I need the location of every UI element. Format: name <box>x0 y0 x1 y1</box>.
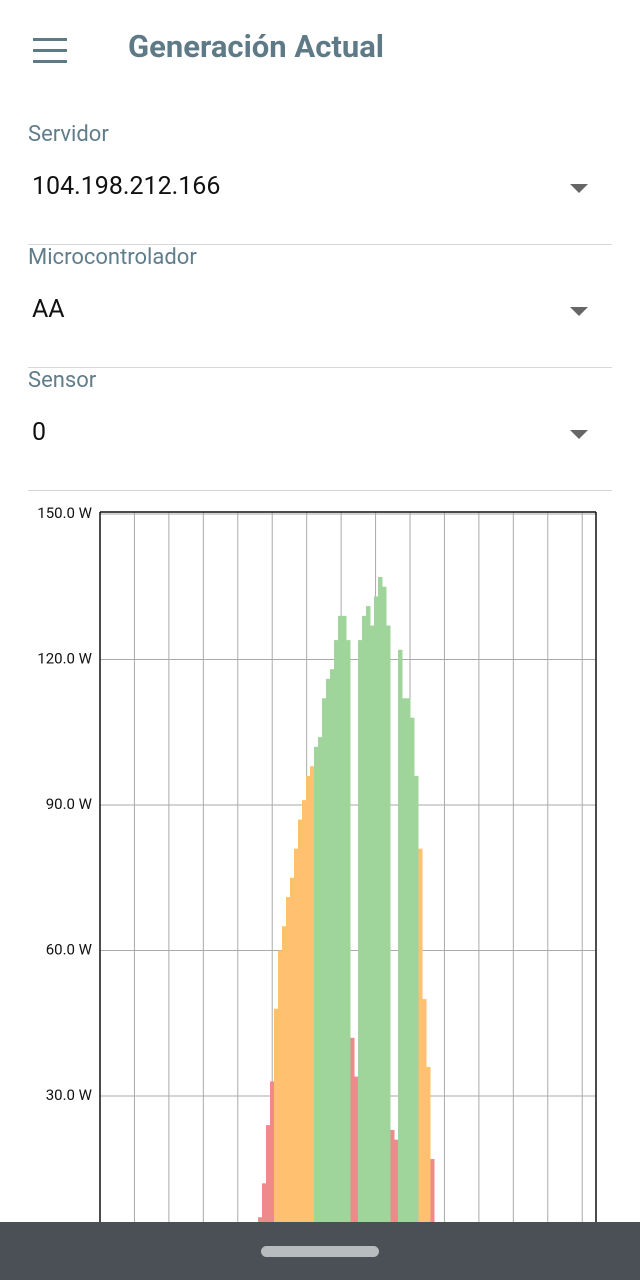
bar <box>354 1076 359 1222</box>
bar <box>274 1008 279 1222</box>
y-tick-label: 150.0 W <box>37 504 92 522</box>
bar <box>406 698 411 1222</box>
bar <box>326 678 331 1222</box>
sensor-dropdown[interactable]: Sensor 0 <box>28 368 612 491</box>
bar <box>430 1159 435 1222</box>
bar <box>278 950 283 1222</box>
bar <box>378 577 383 1222</box>
y-tick-label: 60.0 W <box>46 940 92 958</box>
navigation-bar <box>0 1222 640 1280</box>
bar <box>334 640 339 1222</box>
bar <box>290 877 295 1222</box>
dropdown-arrow <box>570 184 588 193</box>
bar <box>386 625 391 1222</box>
field-value: AA <box>32 295 65 324</box>
microcontroller-dropdown[interactable]: Microcontrolador AA <box>28 245 612 368</box>
bar <box>394 1139 399 1222</box>
bar <box>346 640 351 1222</box>
bar <box>398 649 403 1222</box>
bar <box>418 848 423 1222</box>
field-label: Servidor <box>28 122 109 147</box>
bar <box>322 698 327 1222</box>
y-tick-label: 30.0 W <box>46 1086 92 1104</box>
server-dropdown[interactable]: Servidor 104.198.212.166 <box>28 122 612 245</box>
bar <box>422 999 427 1222</box>
bar <box>338 615 343 1222</box>
field-value: 0 <box>32 418 47 447</box>
bar <box>314 746 319 1222</box>
bar <box>374 596 379 1222</box>
bar <box>262 1183 267 1222</box>
bar <box>382 586 387 1222</box>
bar <box>266 1125 271 1222</box>
page-title: Generación Actual <box>128 28 384 65</box>
bar <box>366 606 371 1222</box>
bar <box>306 775 311 1222</box>
field-label: Sensor <box>28 368 97 393</box>
dropdown-arrow <box>570 307 588 316</box>
bar <box>370 625 375 1222</box>
bar <box>270 1081 275 1222</box>
bar <box>350 1037 355 1222</box>
bar <box>358 640 363 1222</box>
menu-button[interactable] <box>33 38 67 71</box>
bar <box>310 766 315 1222</box>
bar <box>410 717 415 1222</box>
bar <box>286 897 291 1222</box>
home-handle[interactable] <box>261 1246 379 1257</box>
bar <box>318 737 323 1222</box>
bar <box>362 615 367 1222</box>
y-tick-label: 120.0 W <box>37 649 92 667</box>
bar <box>282 926 287 1222</box>
bar <box>294 848 299 1222</box>
field-value: 104.198.212.166 <box>32 172 221 201</box>
field-label: Microcontrolador <box>28 245 197 270</box>
bar <box>298 819 303 1222</box>
bar <box>342 615 347 1222</box>
dropdown-arrow <box>570 430 588 439</box>
chart: 30.0 W 60.0 W 90.0 W 120.0 W 150.0 W <box>37 504 597 1222</box>
bar <box>414 775 419 1222</box>
bar <box>402 698 407 1222</box>
bar <box>426 1066 431 1222</box>
bar <box>258 1217 263 1222</box>
bar <box>302 800 307 1222</box>
bar <box>390 1129 395 1222</box>
bar <box>330 669 335 1222</box>
y-tick-label: 90.0 W <box>46 795 92 813</box>
